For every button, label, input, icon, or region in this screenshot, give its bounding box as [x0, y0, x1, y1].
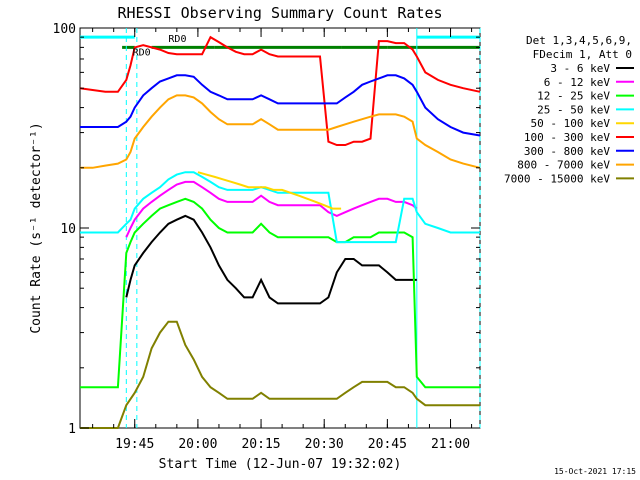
series-6-12-kev: [125, 180, 418, 238]
flag-bars: [80, 35, 480, 49]
x-tick-label: 21:00: [431, 437, 470, 452]
legend-label: 25 - 50 keV: [537, 103, 610, 116]
series-25-50-kev: [80, 171, 480, 244]
x-tick-label: 20:30: [305, 437, 344, 452]
series-300-800-kev: [80, 74, 481, 137]
series-800-7000-kev: [80, 94, 481, 169]
annotations: RD0 RD0: [133, 34, 187, 58]
legend-label: 50 - 100 keV: [531, 117, 611, 130]
rd-annotation: RD0: [168, 34, 186, 45]
x-tick-label: 20:00: [178, 437, 217, 452]
series-50-100-kev: [197, 171, 342, 210]
x-axis-label: Start Time (12-Jun-07 19:32:02): [159, 457, 402, 472]
legend-label: 6 - 12 keV: [544, 76, 611, 89]
series-3-6-kev: [125, 214, 417, 305]
footer-timestamp: 15-Oct-2021 17:15: [554, 467, 636, 476]
series-100-300-kev: [79, 35, 481, 146]
series-lines: [79, 35, 481, 429]
y-axis-label: Count Rate (s⁻¹ detector⁻¹): [29, 122, 44, 333]
x-tick-label: 20:45: [368, 437, 407, 452]
rd-annotation: RD0: [133, 47, 151, 58]
x-tick-label: 20:15: [241, 437, 280, 452]
legend-header: FDecim 1, Att 0: [533, 48, 632, 61]
y-axis-ticks: 1 10 100: [53, 22, 480, 437]
legend: Det 1,3,4,5,6,9,FDecim 1, Att 03 - 6 keV…: [504, 34, 634, 185]
y-tick-label: 100: [53, 22, 76, 37]
x-axis-ticks: 19:45 20:00 20:15 20:30 20:45 21:00: [92, 28, 473, 452]
x-tick-label: 19:45: [115, 437, 154, 452]
y-tick-label: 1: [68, 422, 76, 437]
y-tick-label: 10: [60, 222, 76, 237]
series-7000-15000-kev: [80, 320, 480, 429]
legend-label: 3 - 6 keV: [550, 62, 610, 75]
chart-title: RHESSI Observing Summary Count Rates: [117, 4, 442, 22]
legend-label: 7000 - 15000 keV: [504, 172, 610, 185]
legend-header: Det 1,3,4,5,6,9,: [526, 34, 632, 47]
legend-label: 800 - 7000 keV: [517, 159, 610, 172]
series-12-25-kev: [80, 197, 480, 389]
legend-label: 100 - 300 keV: [524, 131, 610, 144]
legend-label: 12 - 25 keV: [537, 90, 610, 103]
legend-label: 300 - 800 keV: [524, 145, 610, 158]
